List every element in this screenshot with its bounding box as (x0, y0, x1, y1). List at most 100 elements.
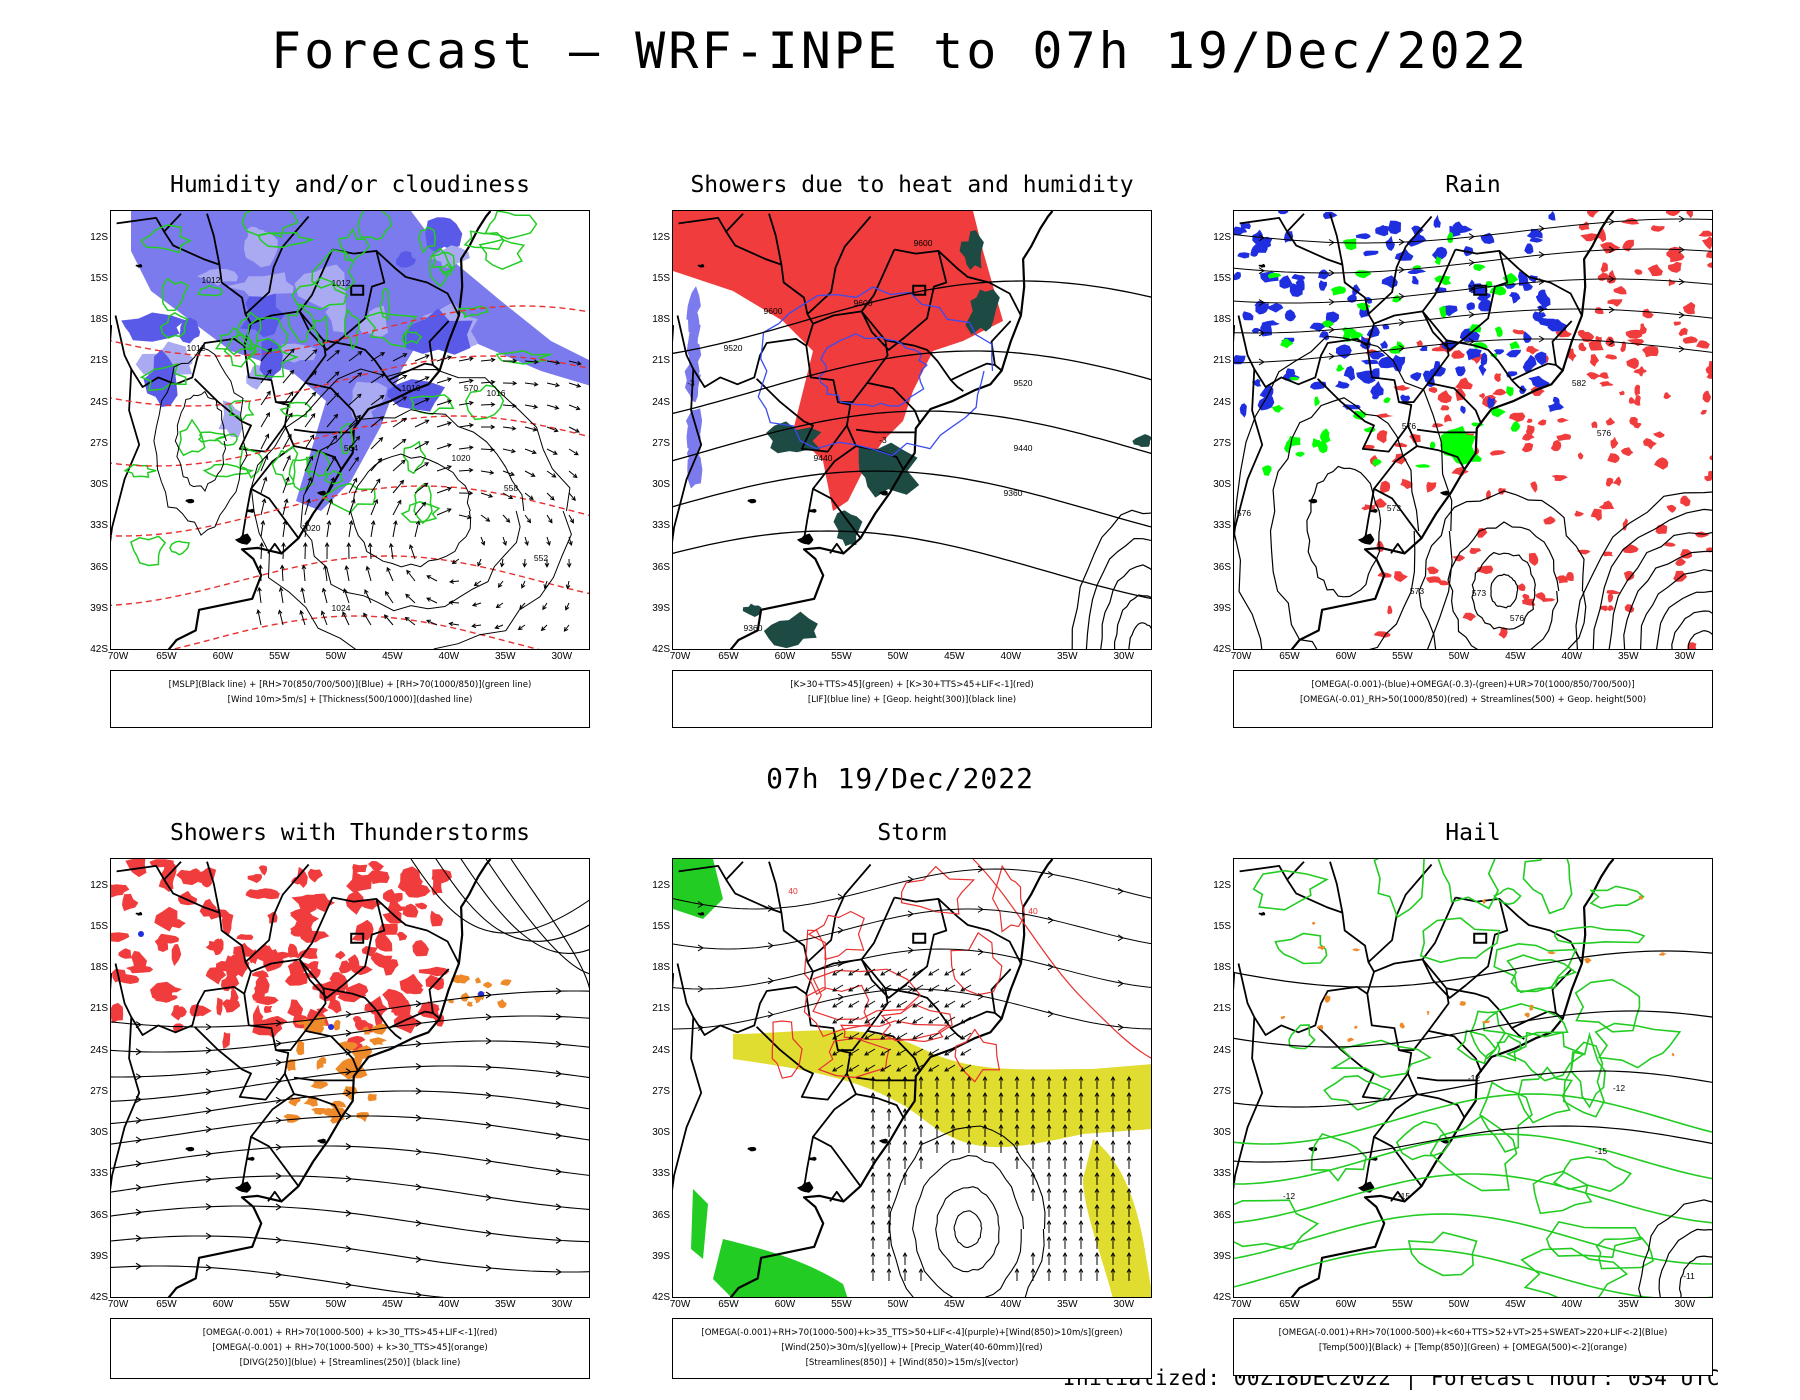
wind-vector (864, 968, 876, 976)
wind-vector (848, 1032, 860, 1040)
wind-vector (870, 1235, 876, 1249)
wind-vector (405, 593, 416, 604)
lon-tick-label: 65W (1279, 1299, 1300, 1310)
lat-tick-label: 24S (1213, 1044, 1231, 1056)
wind-vector (497, 580, 504, 588)
wind-vector (458, 400, 474, 406)
contour-label: 9440 (1014, 443, 1033, 453)
wind-vector (546, 360, 561, 365)
geop-height-500-west (1234, 335, 1453, 649)
wind-vector (886, 1203, 892, 1217)
lat-tick-label: 42S (90, 1292, 108, 1303)
map-panel-hail: -12 -12 -12 -15 -15 -11 (1233, 858, 1713, 1298)
contour-label: 576 (1597, 428, 1611, 438)
wind-vector (1094, 1235, 1100, 1249)
lon-tick-label: 40W (1561, 1299, 1583, 1310)
contour-label: 573 (1410, 586, 1424, 596)
wind-vector (960, 1032, 972, 1040)
wind-vector (502, 492, 514, 500)
longitude-labels: 70W 65W 60W 55W 50W 45W 40W 35W 30W (670, 651, 1152, 665)
legend-line: [Temp(500)](Black) + [Temp(850)](Green) … (1318, 1343, 1628, 1353)
lat-tick-label: 18S (90, 962, 108, 973)
wind-vector (304, 412, 316, 428)
longitude-labels: 70W 65W 60W 55W 50W 45W 40W 35W 30W (108, 651, 590, 665)
contour-label: 9360 (744, 623, 763, 633)
wind-vector (902, 1123, 908, 1137)
panel-title-hail: Hail (1445, 820, 1501, 846)
wind-vector (1094, 1171, 1100, 1185)
wind-vector (480, 514, 491, 522)
streamline-arrow (977, 865, 984, 873)
wind-vector (960, 1000, 972, 1008)
lat-tick-label: 39S (1213, 1250, 1231, 1262)
wind-vector (494, 624, 504, 630)
lat-tick-label: 18S (652, 962, 670, 973)
longitude-labels: 70W 65W 60W 55W 50W 45W 40W 35W 30W (1231, 1299, 1713, 1313)
wind-vector (282, 391, 294, 406)
lat-tick-label: 18S (652, 314, 670, 325)
legend-line: [Wind 10m>5m/s] + [Thickness(500/1000)](… (227, 695, 473, 705)
wind-vector (448, 600, 460, 605)
wind-vector (458, 378, 474, 384)
wind-vector (414, 520, 421, 538)
streamline-arrow (907, 985, 914, 993)
wind-vector (480, 470, 495, 475)
streamline-arrow (135, 1021, 143, 1029)
streamline-arrow (1117, 934, 1124, 942)
wind-vector (436, 399, 453, 406)
wind-vector (886, 1171, 892, 1185)
wind-vector (370, 519, 376, 538)
streamline-arrow (275, 1096, 283, 1104)
lon-tick-label: 35W (1057, 1299, 1078, 1310)
streamline-arrow (1608, 218, 1615, 226)
streamline-arrow (345, 1143, 353, 1150)
streamline-arrow (907, 875, 914, 883)
streamline-arrow (555, 987, 563, 995)
wind-vector (502, 514, 511, 523)
streamline-arrow (1328, 352, 1335, 360)
wind-vector (370, 352, 386, 362)
lat-tick-label: 15S (1213, 920, 1231, 932)
streamline-arrow (1608, 306, 1615, 314)
contour-label: 9520 (724, 343, 743, 353)
federal-district (1473, 284, 1488, 296)
wind-vector (880, 1064, 892, 1072)
streamline-arrow (1538, 306, 1545, 314)
lon-tick-label: 60W (774, 1299, 796, 1310)
lon-tick-label: 65W (1279, 651, 1300, 662)
wind-vector (1062, 1187, 1068, 1201)
wind-vector (864, 1032, 876, 1040)
streamline-arrow (555, 1168, 563, 1176)
map-svg-thunderstorms (111, 859, 589, 1297)
wind-vector (414, 441, 430, 450)
borders (1234, 861, 1583, 1202)
lat-tick-label: 36S (652, 561, 670, 573)
lat-tick-label: 36S (90, 1209, 108, 1221)
latitude-labels: 12S 15S 18S 21S 24S 27S 30S 33S 36S 39S 42S (80, 210, 110, 656)
wind-vector (326, 519, 332, 538)
streamline-arrow (1328, 326, 1335, 334)
lon-tick-label: 50W (325, 651, 347, 662)
streamline-arrow (1047, 1010, 1054, 1018)
wind-vector (918, 1139, 924, 1153)
wind-vector (1046, 1107, 1052, 1121)
wind-vector (864, 984, 876, 992)
wind-vector (282, 519, 288, 538)
wind-vector (326, 413, 339, 428)
wind-vector (370, 436, 384, 450)
wind-vector (302, 542, 308, 560)
wind-vector (260, 433, 270, 450)
wind-vector (864, 1000, 876, 1008)
streamline-arrow (1678, 246, 1685, 254)
wind-vector (864, 1016, 876, 1024)
wind-vector (1046, 1187, 1052, 1201)
wind-vector (864, 1064, 876, 1072)
map-base (673, 211, 1054, 649)
wind-vector (966, 1091, 972, 1105)
latitude-labels: 12S 15S 18S 21S 24S 27S 30S 33S 36S 39S 42S (80, 858, 110, 1304)
wind-vector (480, 492, 494, 498)
contour-label: 1012 (332, 278, 351, 288)
wind-vector (944, 968, 956, 976)
streamline-arrow (1678, 311, 1685, 319)
wind-vector (848, 1000, 860, 1008)
